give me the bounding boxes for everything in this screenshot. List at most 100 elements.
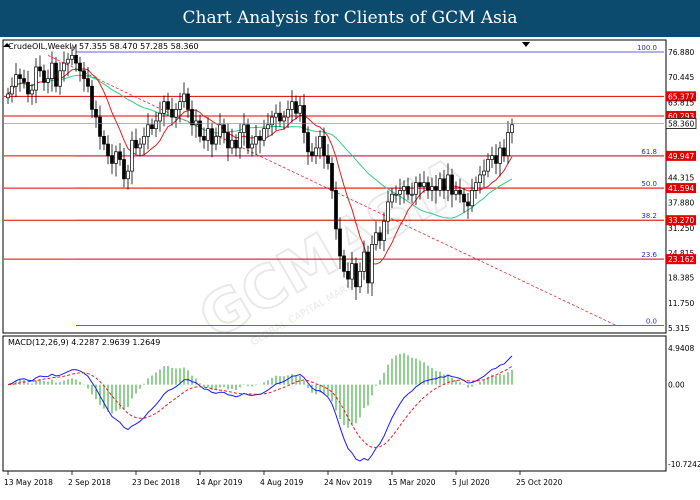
candles (6, 43, 514, 300)
time-tick-label: 15 Mar 2020 (388, 478, 436, 487)
candle-body (242, 124, 246, 133)
candle-body (14, 74, 18, 87)
price-tick-label: 11.750 (668, 299, 694, 308)
candle-body (494, 155, 498, 164)
candle-body (370, 244, 374, 284)
candle-body (470, 190, 474, 207)
candle-body (426, 182, 430, 191)
fib-level-label: 100.0 (637, 44, 657, 52)
candle-body (122, 159, 126, 180)
candle-body (66, 58, 70, 64)
candle-body (258, 136, 262, 141)
candle-body (158, 112, 162, 122)
candle-body (330, 163, 334, 191)
chart-area: GCMASIA GLOBAL CAPITAL MARKETS 100.061.8… (2, 39, 700, 487)
candle-body (458, 190, 462, 195)
candle-body (498, 147, 502, 164)
horizontal-levels (4, 95, 664, 260)
candle-body (154, 120, 158, 130)
price-tick-label: 24.815 (668, 249, 694, 258)
level-price-label: 33.270 (668, 216, 694, 225)
candle-body (98, 116, 102, 137)
price-tick-label: 63.815 (668, 98, 694, 107)
candle-body (162, 101, 166, 114)
candle-body (502, 147, 506, 157)
candle-body (290, 101, 294, 110)
candle-body (166, 101, 170, 110)
candle-body (142, 136, 146, 145)
candle-body (6, 93, 10, 99)
candle-body (510, 124, 514, 133)
candle-body (146, 124, 150, 137)
candle-body (282, 116, 286, 122)
price-tick-label: 70.445 (668, 73, 694, 82)
last-price-label: 58.360 (668, 119, 694, 128)
candle-body (390, 193, 394, 203)
candle-body (58, 70, 62, 87)
collapse-triangle-icon[interactable] (3, 43, 11, 47)
candle-body (250, 143, 254, 149)
macd-signal-line (7, 365, 513, 449)
time-tick-label: 13 May 2018 (4, 478, 53, 487)
candle-body (318, 136, 322, 149)
candle-body (314, 147, 318, 157)
candle-body (38, 66, 42, 72)
macd-label: MACD(12,26,9) 4.2287 2.9639 1.2649 (8, 338, 160, 347)
macd-tick-label: 4.9408 (668, 344, 694, 353)
candle-body (410, 193, 414, 196)
candle-body (114, 151, 118, 164)
level-price-tag (666, 215, 696, 226)
level-price-label: 65.377 (668, 92, 694, 101)
candle-body (278, 112, 282, 122)
candle-body (74, 55, 78, 64)
candle-body (346, 271, 350, 280)
candle-body (150, 124, 154, 130)
candle-body (118, 151, 122, 160)
candle-body (170, 109, 174, 118)
candle-body (394, 193, 398, 196)
candle-body (34, 66, 38, 91)
candle-body (334, 190, 338, 230)
candle-body (434, 186, 438, 191)
fib-level-label: 38.2 (641, 212, 657, 220)
candle-body (490, 155, 494, 160)
candle-body (222, 124, 226, 133)
candle-body (450, 174, 454, 195)
level-price-label: 49.947 (668, 152, 694, 161)
time-tick-label: 23 Dec 2018 (132, 478, 180, 487)
candle-body (30, 89, 34, 95)
candle-body (382, 220, 386, 241)
fib-level-label: 0.0 (646, 317, 657, 325)
price-panel-frame (2, 39, 667, 334)
candle-body (234, 139, 238, 149)
candle-body (254, 136, 258, 145)
candle-body (366, 251, 370, 284)
candle-body (326, 155, 330, 164)
candle-body (466, 201, 470, 207)
price-tick-label: 5.315 (668, 324, 690, 333)
candle-body (274, 112, 278, 118)
candle-body (342, 255, 346, 272)
candle-body (486, 159, 490, 172)
candle-body (174, 109, 178, 118)
time-tick-label: 14 Apr 2019 (196, 478, 243, 487)
candle-body (322, 136, 326, 157)
time-tick-label: 25 Oct 2020 (516, 478, 563, 487)
candle-body (506, 132, 510, 157)
candle-body (138, 143, 142, 149)
candle-body (134, 139, 138, 149)
candle-body (50, 62, 54, 79)
candle-body (110, 155, 114, 164)
candle-body (414, 182, 418, 195)
candle-body (454, 190, 458, 195)
candle-body (62, 62, 66, 72)
candle-body (350, 263, 354, 280)
candle-body (482, 170, 486, 176)
candle-body (82, 70, 86, 79)
candle-body (26, 82, 30, 95)
level-price-label: 23.162 (668, 255, 694, 264)
candle-body (398, 190, 402, 195)
time-tick-label: 5 Jul 2020 (452, 478, 490, 487)
candle-body (178, 101, 182, 110)
